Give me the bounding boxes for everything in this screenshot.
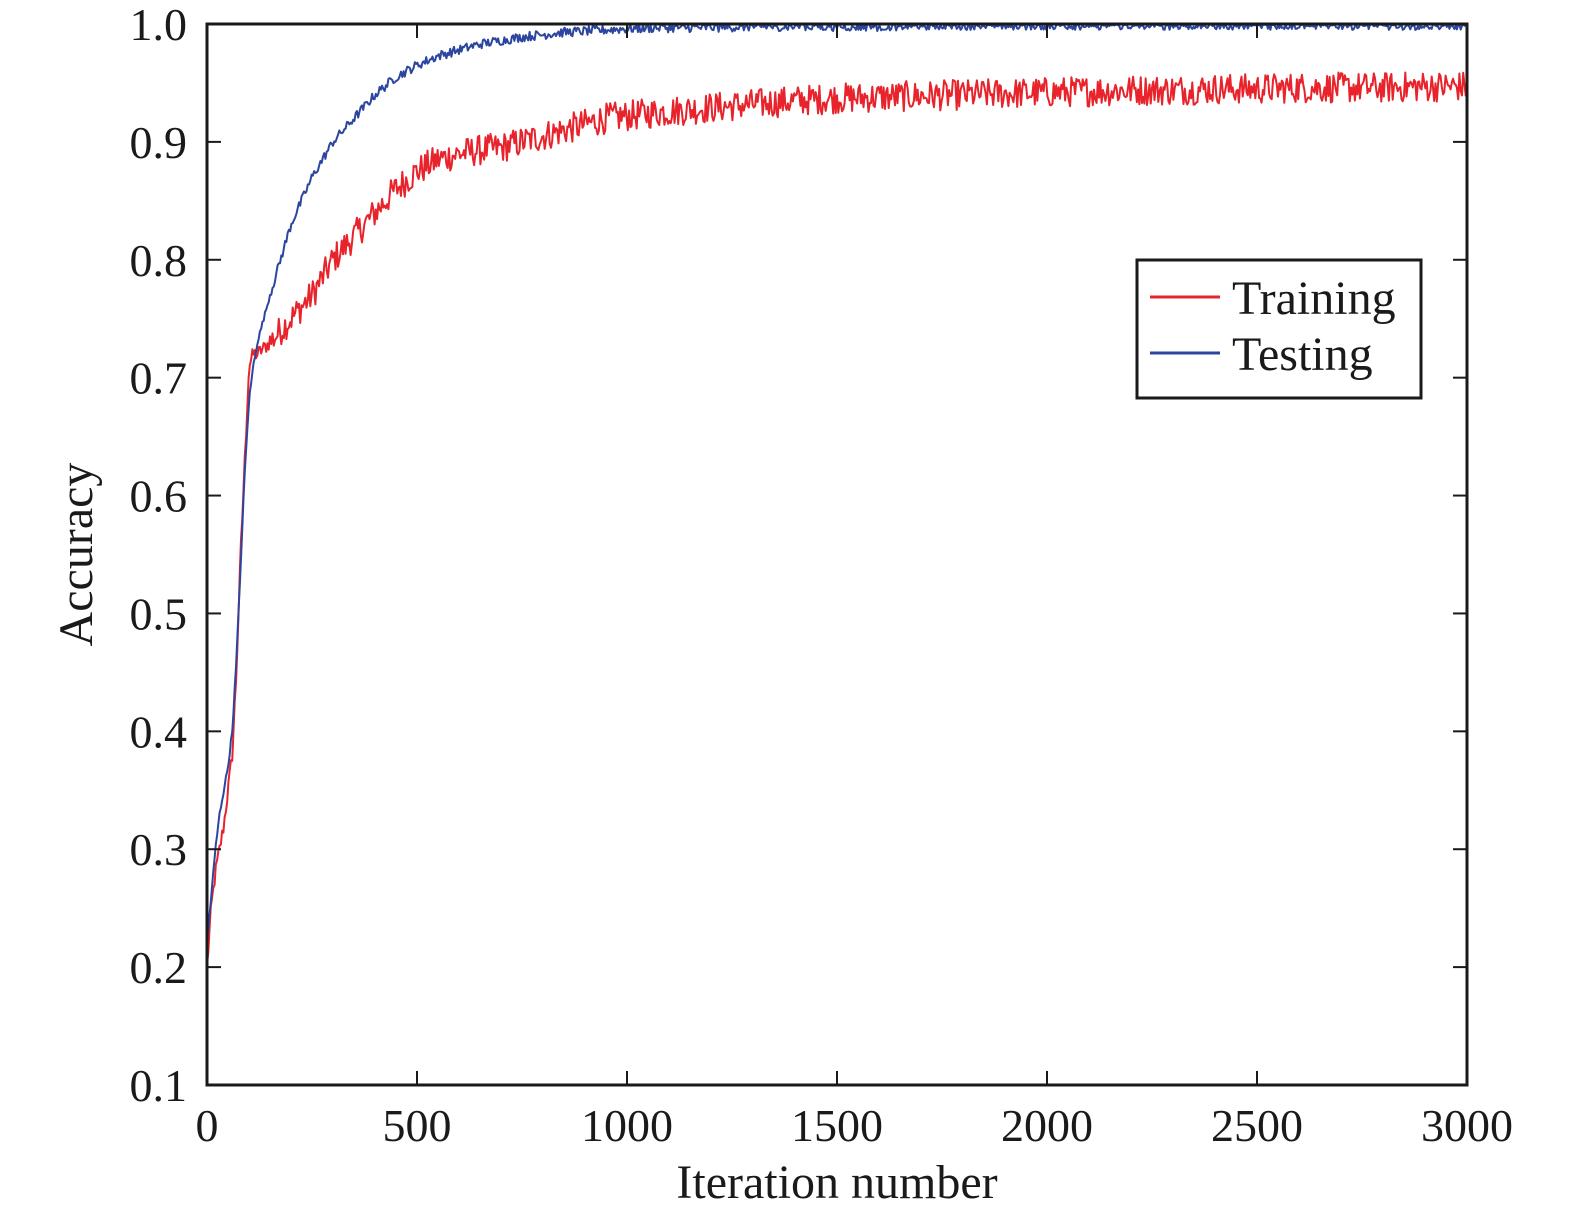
y-tick-label: 0.4 bbox=[130, 706, 188, 757]
y-tick-label: 0.8 bbox=[130, 235, 188, 286]
ticks-layer: 0 500 1000 1500 2000 2500 3000 0.1 0.2 0.3 0.4 0.5 0… bbox=[130, 0, 1514, 1151]
y-axis-label: Accuracy bbox=[50, 463, 103, 647]
legend-box bbox=[1135, 258, 1423, 400]
legend: Training Testing bbox=[1135, 258, 1423, 400]
x-tick-label: 1000 bbox=[581, 1100, 673, 1151]
y-tick-label: 1.0 bbox=[130, 0, 188, 50]
y-tick-label: 0.7 bbox=[130, 353, 188, 404]
legend-label-testing: Testing bbox=[1232, 328, 1373, 381]
x-tick-label: 2500 bbox=[1211, 1100, 1303, 1151]
series-line-testing bbox=[206, 23, 1468, 943]
x-tick-label: 500 bbox=[383, 1100, 452, 1151]
x-tick-label: 0 bbox=[196, 1100, 219, 1151]
x-tick-label: 3000 bbox=[1421, 1100, 1513, 1151]
series-layer bbox=[206, 23, 1468, 965]
x-tick-label: 1500 bbox=[791, 1100, 883, 1151]
y-tick-label: 0.2 bbox=[130, 942, 188, 993]
y-tick-label: 0.3 bbox=[130, 824, 188, 875]
y-tick-label: 0.9 bbox=[130, 117, 188, 168]
legend-label-training: Training bbox=[1232, 272, 1396, 325]
y-tick-label: 0.1 bbox=[130, 1060, 188, 1111]
y-tick-label: 0.5 bbox=[130, 588, 188, 639]
x-tick-label: 2000 bbox=[1001, 1100, 1093, 1151]
y-tick-label: 0.6 bbox=[130, 471, 188, 522]
series-line-training bbox=[206, 71, 1468, 965]
x-axis-label: Iteration number bbox=[676, 1156, 997, 1209]
